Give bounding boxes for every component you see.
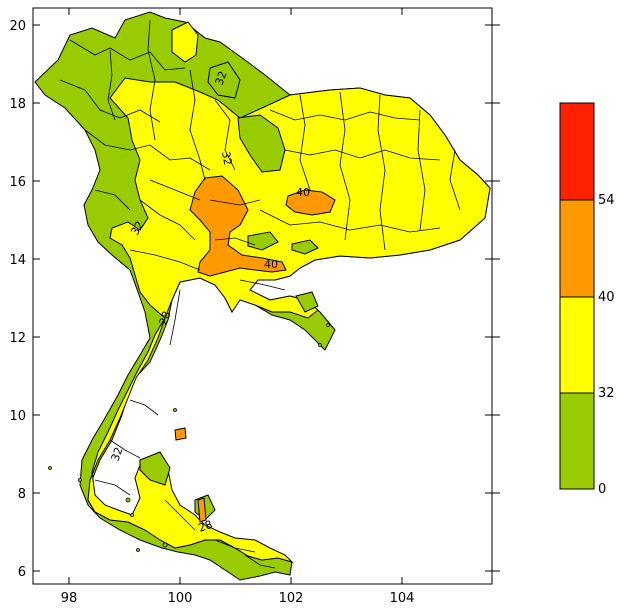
legend-label: 0 bbox=[598, 482, 606, 497]
yellow-region bbox=[87, 21, 491, 564]
legend-swatch-green bbox=[559, 392, 595, 490]
y-tick-label: 10 bbox=[9, 409, 26, 424]
y-axis bbox=[33, 24, 500, 572]
contour-labels: 32 32 40 32 40 28 32 28 bbox=[109, 69, 310, 534]
legend-swatch-yellow bbox=[559, 296, 595, 394]
contour-label: 32 bbox=[109, 445, 126, 463]
contour-label: 28 bbox=[197, 518, 215, 535]
province-boundaries bbox=[59, 19, 461, 569]
contour-label: 40 bbox=[296, 186, 310, 199]
contour-label: 40 bbox=[264, 258, 278, 271]
y-tick-label: 8 bbox=[18, 487, 26, 502]
x-tick-label: 100 bbox=[168, 591, 193, 606]
x-tick-label: 98 bbox=[61, 591, 78, 606]
x-tick-labels: 98 100 102 104 bbox=[61, 591, 415, 606]
y-tick-label: 16 bbox=[9, 175, 26, 190]
contour-label: 32 bbox=[128, 219, 146, 238]
contour-label: 32 bbox=[213, 69, 230, 87]
legend-swatch-red bbox=[559, 102, 595, 201]
contour-label: 28 bbox=[157, 309, 174, 327]
x-tick-label: 102 bbox=[279, 591, 304, 606]
legend-colorbar: 54 40 32 0 bbox=[559, 102, 615, 497]
x-tick-label: 104 bbox=[390, 591, 415, 606]
legend-label: 32 bbox=[598, 386, 615, 401]
y-tick-label: 14 bbox=[9, 253, 26, 268]
legend-label: 40 bbox=[598, 290, 615, 305]
y-tick-label: 12 bbox=[9, 331, 26, 346]
y-tick-label: 6 bbox=[18, 565, 26, 580]
x-axis bbox=[68, 8, 403, 584]
contour-label: 32 bbox=[219, 150, 234, 166]
y-tick-labels: 20 18 16 14 12 10 8 6 bbox=[9, 19, 26, 580]
islands bbox=[48, 323, 330, 552]
y-tick-label: 20 bbox=[9, 19, 26, 34]
legend-label: 54 bbox=[598, 193, 615, 208]
legend-swatch-orange bbox=[559, 199, 595, 298]
y-tick-label: 18 bbox=[9, 97, 26, 112]
